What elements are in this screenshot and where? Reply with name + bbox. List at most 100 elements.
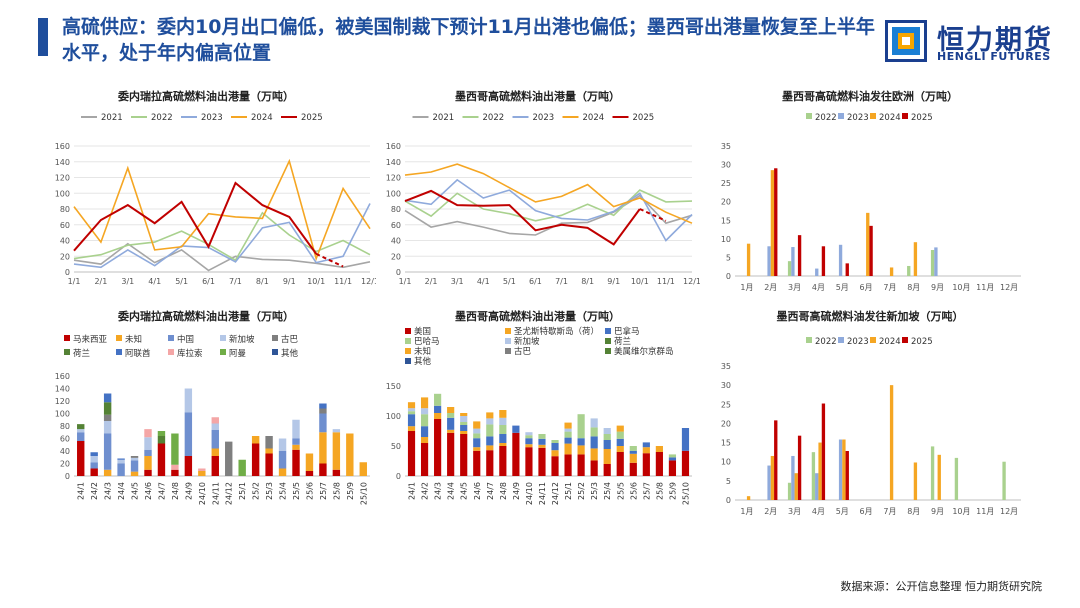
stack-segment-巴哈马 [473,433,481,439]
x-tick-label: 12/1 [361,277,376,286]
legend-label: 古巴 [281,334,299,345]
stack-segment-新加坡 [103,421,112,434]
legend-label: 2025 [911,113,933,123]
stack-segment-马来西亚 [292,449,300,476]
stack-segment-新加坡 [332,429,341,433]
stack-segment-中国 [103,433,112,470]
legend-label: 2021 [433,113,455,123]
stack-segment-巴哈马 [447,413,455,418]
bar-2024 [866,212,870,276]
stack-segment-美国 [486,450,494,476]
stack-segment-未知 [332,432,341,470]
x-tick-label: 24/8 [499,482,508,500]
y-tick-label: 160 [55,372,70,381]
stack-segment-未知 [564,422,572,429]
stack-segment-古巴 [130,456,139,458]
y-tick-label: 30 [721,381,731,390]
stack-segment-巴拿马 [447,417,455,430]
stack-segment-巴拿马 [420,426,429,437]
legend-swatch [64,335,70,341]
x-tick-label: 24/9 [184,482,193,500]
legend-swatch [902,337,908,343]
x-tick-label: 24/4 [117,482,126,500]
stack-segment-新加坡 [603,428,611,434]
stack-segment-圣尤斯特歇斯岛（荷） [407,426,416,431]
stack-segment-巴哈马 [577,414,585,439]
stack-segment-巴哈马 [629,446,637,451]
y-tick-label: 140 [55,385,70,394]
stack-segment-新加坡 [590,418,598,428]
series-line-2023 [404,178,693,242]
y-tick-label: 80 [60,422,70,431]
stack-segment-巴拿马 [499,434,507,443]
stack-segment-新加坡 [486,418,494,425]
stack-segment-新加坡 [130,457,139,461]
stack-segment-未知 [292,444,300,450]
x-tick-label: 6月 [860,283,873,292]
stack-segment-古巴 [225,441,233,476]
x-tick-label: 6月 [860,507,873,516]
x-tick-label: 24/4 [447,482,456,500]
series-line-2022 [73,211,371,262]
logo-english-name: HENGLI FUTURES [937,50,1051,63]
legend-label: 库拉索 [177,348,203,359]
legend-swatch [505,338,511,344]
x-tick-label: 12/1 [683,277,700,286]
stack-segment-巴拿马 [577,438,585,446]
chart-title: 墨西哥高硫燃料油发往欧洲（万吨） [782,89,958,103]
bar-2024 [746,243,751,276]
bar-2022 [954,457,959,500]
stack-segment-圣尤斯特歇斯岛（荷） [603,449,611,464]
x-tick-label: 25/5 [616,482,625,500]
x-tick-label: 24/6 [144,482,153,500]
y-tick-label: 5 [726,477,731,486]
stack-segment-新加坡 [564,428,572,432]
legend-label: 2021 [101,113,123,123]
y-tick-label: 100 [386,412,401,421]
bar-2025 [821,246,826,276]
bar-2025 [774,168,778,276]
bar-2025 [845,450,849,500]
legend-swatch [605,348,611,354]
x-tick-label: 12月 [1000,283,1018,292]
legend-label: 2022 [815,337,837,347]
stack-segment-圣尤斯特歇斯岛（荷） [486,445,494,451]
legend-label: 2024 [879,113,901,123]
stack-segment-马来西亚 [90,468,98,476]
x-tick-label: 6/1 [202,277,215,286]
stack-segment-未知 [319,432,327,464]
stack-segment-圣尤斯特歇斯岛（荷） [420,437,429,443]
x-tick-label: 24/7 [486,482,495,500]
stack-segment-美国 [473,450,481,476]
stack-segment-巴拿马 [525,438,533,445]
stack-segment-新加坡 [473,428,481,434]
y-tick-label: 40 [391,237,401,246]
x-tick-label: 24/3 [104,482,113,500]
y-tick-label: 35 [721,142,731,151]
legend-label: 未知 [125,334,142,345]
stack-segment-新加坡 [144,437,152,450]
y-tick-label: 40 [60,237,70,246]
x-tick-label: 1/1 [399,277,412,286]
stack-segment-未知 [103,469,112,476]
bar-2023 [934,247,938,276]
bar-2022 [907,265,911,276]
x-tick-label: 4月 [812,507,825,516]
x-tick-label: 24/10 [198,482,207,505]
stack-segment-美国 [642,453,650,476]
bar-2022 [930,250,935,276]
stack-segment-圣尤斯特歇斯岛（荷） [525,444,533,448]
stack-segment-巴拿马 [590,436,598,449]
legend-swatch [272,349,278,355]
chart-title: 墨西哥高硫燃料油发往新加坡（万吨） [777,309,964,323]
stack-segment-巴拿马 [486,436,494,446]
stack-segment-巴哈马 [525,435,533,439]
stack-segment-圣尤斯特歇斯岛（荷） [577,445,585,455]
stack-segment-新加坡 [460,416,468,422]
stack-segment-巴拿马 [616,438,624,446]
page-title: 高硫供应：委内10月出口偏低，被美国制裁下预计11月出港也偏低；墨西哥出港量恢复… [62,16,875,64]
stack-segment-中国 [77,432,85,441]
y-tick-label: 160 [55,142,70,151]
legend-label: 其他 [281,348,299,359]
x-tick-label: 11月 [976,507,994,516]
